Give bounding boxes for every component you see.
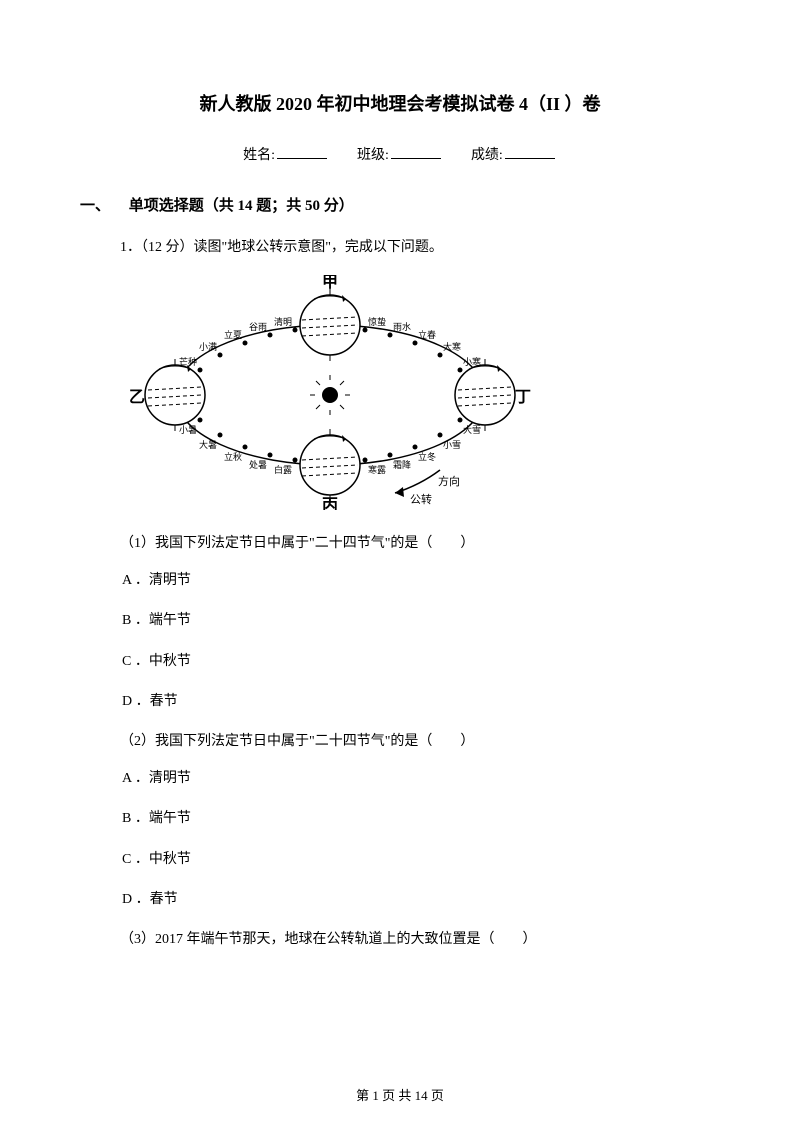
svg-text:立冬: 立冬 — [418, 451, 436, 462]
position-jia: 甲 — [300, 275, 360, 361]
svg-text:谷雨: 谷雨 — [249, 322, 267, 332]
svg-text:小寒: 小寒 — [463, 356, 481, 367]
question-1-stem-text: 读图"地球公转示意图"，完成以下问题。 — [194, 240, 443, 255]
svg-text:丙: 丙 — [322, 496, 338, 510]
position-ding: 丁 — [455, 359, 531, 431]
score-label: 成绩: — [471, 148, 503, 163]
svg-text:雨水: 雨水 — [393, 321, 411, 332]
svg-text:立夏: 立夏 — [224, 329, 242, 340]
option-c[interactable]: C ．中秋节 — [120, 651, 720, 673]
class-label: 班级: — [357, 148, 389, 163]
svg-text:立秋: 立秋 — [224, 451, 242, 462]
option-d[interactable]: D ．春节 — [120, 889, 720, 911]
student-info-line: 姓名: 班级: 成绩: — [80, 144, 720, 164]
svg-text:丁: 丁 — [515, 389, 531, 406]
option-c[interactable]: C ．中秋节 — [120, 849, 720, 871]
score-blank[interactable] — [505, 145, 555, 159]
orbit-arrow: 公转 方向 — [395, 470, 460, 506]
position-yi: 乙 — [129, 359, 205, 431]
svg-text:甲: 甲 — [322, 275, 338, 291]
option-d[interactable]: D ．春节 — [120, 691, 720, 713]
page-footer: 第 1 页 共 14 页 — [0, 1085, 800, 1104]
svg-text:小雪: 小雪 — [443, 440, 461, 450]
name-blank[interactable] — [277, 145, 327, 159]
question-1-number: 1． — [120, 240, 141, 255]
question-1-sub1: （1）我国下列法定节日中属于"二十四节气"的是（ ） — [120, 533, 720, 555]
svg-text:方向: 方向 — [438, 474, 460, 488]
svg-text:立春: 立春 — [418, 329, 436, 340]
svg-text:白露: 白露 — [274, 464, 292, 475]
svg-text:大寒: 大寒 — [443, 341, 461, 352]
svg-text:霜降: 霜降 — [393, 459, 411, 470]
option-b[interactable]: B ．端午节 — [120, 610, 720, 632]
svg-text:小暑: 小暑 — [179, 425, 197, 435]
svg-text:芒种: 芒种 — [179, 356, 197, 367]
question-1-sub3: （3）2017 年端午节那天，地球在公转轨道上的大致位置是（ ） — [120, 929, 720, 951]
svg-text:小满: 小满 — [199, 342, 217, 352]
option-b[interactable]: B ．端午节 — [120, 808, 720, 830]
svg-text:清明: 清明 — [274, 316, 292, 327]
svg-text:大暑: 大暑 — [199, 439, 217, 450]
section-number: 一、 — [80, 198, 110, 214]
svg-text:公转: 公转 — [410, 492, 432, 506]
exam-title: 新人教版 2020 年初中地理会考模拟试卷 4（II ）卷 — [80, 90, 720, 116]
question-1-points: （12 分） — [141, 240, 194, 255]
question-1-sub2: （2）我国下列法定节日中属于"二十四节气"的是（ ） — [120, 731, 720, 753]
question-1: 1．（12 分）读图"地球公转示意图"，完成以下问题。 — [120, 237, 720, 952]
question-1-stem: 1．（12 分）读图"地球公转示意图"，完成以下问题。 — [120, 237, 720, 259]
section-header: 一、 单项选择题（共 14 题；共 50 分） — [80, 194, 720, 215]
svg-text:惊蛰: 惊蛰 — [368, 316, 386, 327]
svg-text:处暑: 处暑 — [249, 459, 267, 470]
sun-icon — [310, 375, 350, 415]
orbit-diagram: 甲 乙 丙 — [120, 275, 720, 515]
section-title: 单项选择题（共 14 题；共 50 分） — [129, 198, 354, 214]
class-blank[interactable] — [391, 145, 441, 159]
orbit-svg: 甲 乙 丙 — [120, 275, 540, 510]
position-bing: 丙 — [300, 429, 360, 510]
svg-text:寒露: 寒露 — [368, 464, 386, 475]
svg-text:大雪: 大雪 — [463, 424, 481, 435]
option-a[interactable]: A ．清明节 — [120, 570, 720, 592]
name-label: 姓名: — [243, 148, 275, 163]
svg-text:乙: 乙 — [129, 389, 145, 406]
option-a[interactable]: A ．清明节 — [120, 768, 720, 790]
